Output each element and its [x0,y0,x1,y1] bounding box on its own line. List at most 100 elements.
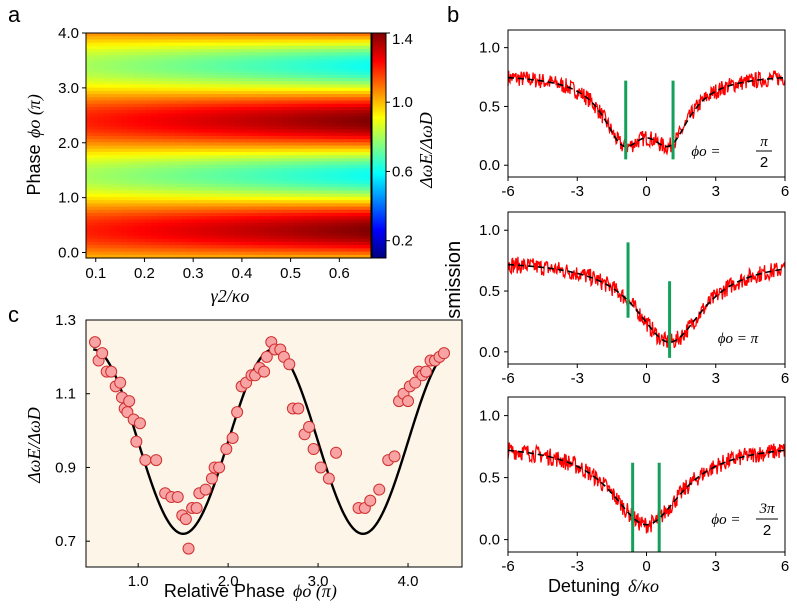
heatmap-cell [281,177,289,182]
heatmap-cell [264,232,271,237]
heatmap-cell [323,177,331,182]
heatmap-cell [365,45,372,50]
heatmap-cell [353,158,360,163]
heatmap-cell [299,193,307,198]
heatmap-cell [276,155,283,159]
heatmap-cell [305,119,313,124]
heatmap-cell [163,174,170,179]
heatmap-cell [323,61,331,66]
heatmap-cell [157,123,164,127]
heatmap-cell [216,139,224,143]
heatmap-cell [252,158,259,163]
heatmap-cell [109,68,117,73]
heatmap-cell [281,33,289,37]
heatmap-cell [347,238,354,243]
heatmap-cell [216,219,224,224]
heatmap-cell [192,177,200,182]
heatmap-cell [293,33,301,37]
heatmap-cell [186,33,194,37]
heatmap-cell [317,100,325,105]
heatmap-cell [341,132,348,137]
detuning-tick-label: 6 [781,558,789,575]
heatmap-cell [181,106,188,111]
heatmap-cell [293,171,301,176]
heatmap-cell [246,116,253,121]
heatmap-cell [353,68,360,73]
heatmap-cell [317,180,325,185]
heatmap-cell [97,58,105,63]
heatmap-cell [311,65,319,69]
heatmap-cell [264,78,271,82]
heatmap-cell [198,97,206,102]
heatmap-cell [157,68,164,73]
heatmap-cell [252,65,259,69]
heatmap-cell [169,171,176,176]
heatmap-cell [103,90,111,95]
heatmap-cell [281,142,289,147]
heatmap-cell [163,116,170,121]
heatmap-cell [305,200,313,204]
heatmap-cell [246,225,253,230]
heatmap-cell [157,219,164,224]
heatmap-cell [359,129,366,134]
heatmap-cell [287,248,295,253]
heatmap-cell [305,177,313,182]
heatmap-cell [91,39,99,44]
heatmap-cell [240,161,247,166]
heatmap-cell [305,106,313,111]
heatmap-cell [240,222,247,227]
heatmap-cell [157,36,164,41]
heatmap-cell [216,42,224,47]
heatmap-cell [133,36,141,41]
heatmap-x-tick-label: 0.1 [85,265,106,282]
heatmap-cell [151,129,158,134]
heatmap-cell [192,139,200,143]
heatmap-cell [329,106,336,111]
heatmap-cell [175,87,182,92]
heatmap-cell [121,219,129,224]
heatmap-cell [317,68,325,73]
heatmap-cell [91,219,99,224]
heatmap-cell [240,209,247,214]
heatmap-cell [163,58,170,63]
heatmap-cell [127,222,135,227]
heatmap-cell [169,184,176,188]
heatmap-ylabel-math: ϕo (π) [24,94,45,138]
heatmap-cell [175,110,182,114]
heatmap-cell [192,241,200,246]
heatmap-cell [151,58,158,63]
heatmap-cell [240,177,247,182]
heatmap-cell [323,235,331,240]
heatmap-cell [311,139,319,143]
heatmap-cell [103,203,111,208]
heatmap-cell [169,155,176,159]
heatmap-cell [287,238,295,243]
heatmap-cell [335,97,342,102]
heatmap-cell [335,209,342,214]
heatmap-cell [287,103,295,108]
heatmap-cell [305,222,313,227]
heatmap-cell [121,97,129,102]
heatmap-cell [276,232,283,237]
heatmap-cell [198,116,206,121]
heatmap-cell [264,97,271,102]
heatmap-cell [341,213,348,217]
heatmap-cell [281,216,289,221]
heatmap-cell [127,245,135,249]
heatmap-cell [276,168,283,172]
heatmap-cell [121,168,129,172]
heatmap-cell [293,232,301,237]
heatmap-cell [270,145,277,150]
heatmap-cell [246,103,253,108]
heatmap-cell [204,190,212,195]
scatter-xlabel-math: ϕo (π) [293,581,337,602]
heatmap-cell [365,129,372,134]
heatmap-cell [222,126,230,131]
heatmap-cell [341,187,348,192]
heatmap-cell [276,132,283,137]
heatmap-cell [240,164,247,169]
heatmap-cell [175,151,182,156]
heatmap-cell [270,97,277,102]
heatmap-cell [246,184,253,188]
heatmap-cell [139,151,146,156]
